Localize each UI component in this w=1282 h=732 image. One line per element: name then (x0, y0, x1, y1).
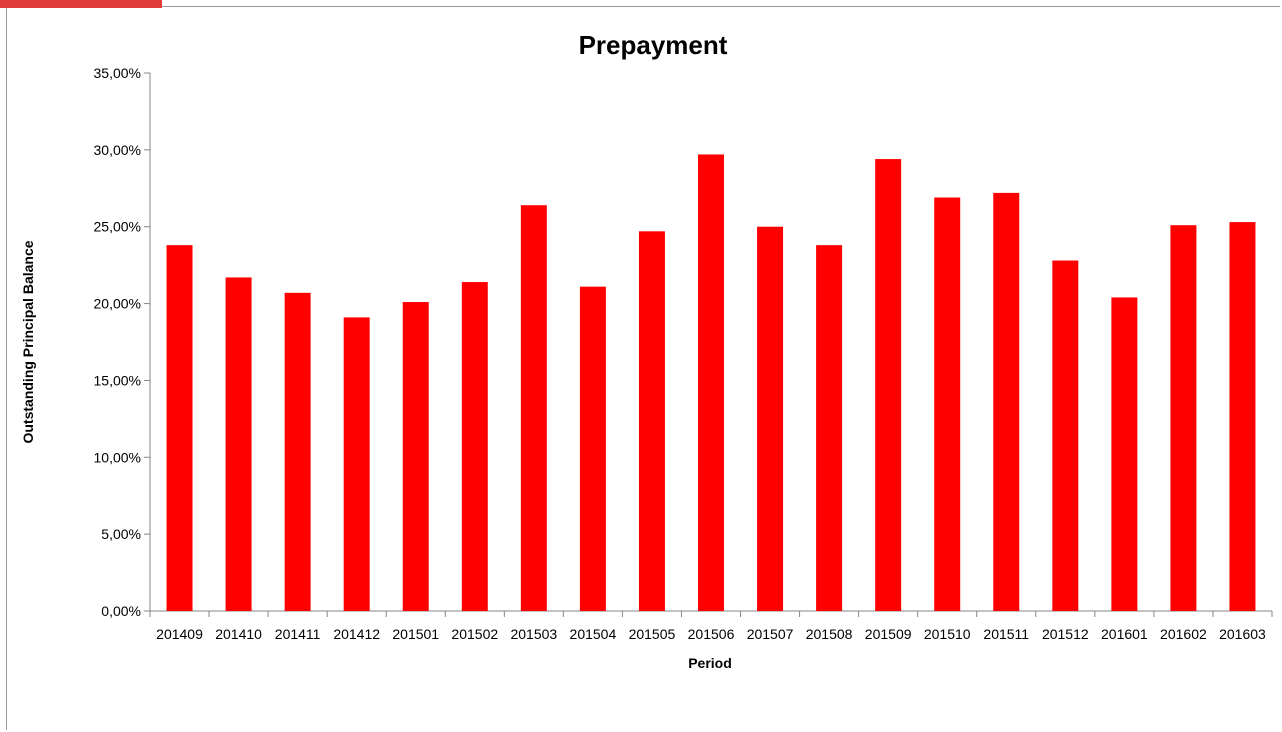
x-tick-label: 201503 (510, 626, 557, 642)
y-tick-label: 15,00% (94, 372, 141, 388)
bar (284, 292, 311, 611)
bar (461, 282, 488, 611)
x-tick-label: 201411 (275, 626, 321, 642)
x-tick-label: 201410 (215, 626, 262, 642)
x-axis: 201409 201410 201411 201412 201501 201502 2015… (149, 610, 1273, 642)
y-tick-label: 5,00% (101, 526, 141, 542)
x-tick-label: 201510 (924, 626, 971, 642)
chart-frame (6, 6, 1280, 730)
bar (757, 226, 784, 611)
bar (520, 205, 547, 612)
bar (579, 286, 606, 611)
bar (402, 302, 429, 611)
y-tick-label: 20,00% (94, 296, 141, 312)
y-tick-label: 10,00% (94, 449, 141, 465)
chart-title: Prepayment (579, 30, 728, 60)
y-axis-title: Outstanding Principal Balance (20, 240, 36, 443)
y-tick-label: 25,00% (94, 219, 141, 235)
bar (934, 197, 961, 611)
x-tick-label: 201511 (983, 626, 1029, 642)
bar (343, 317, 370, 611)
bar (166, 245, 193, 611)
y-axis: 0,00% 5,00% 10,00% 15,00% 20,00% 25,00% 30,00%… (94, 65, 151, 619)
x-tick-label: 201506 (688, 626, 735, 642)
y-tick-label: 0,00% (101, 603, 141, 619)
x-tick-label: 201601 (1101, 626, 1148, 642)
x-tick-label: 201409 (156, 626, 203, 642)
x-tick-label: 201502 (451, 626, 498, 642)
x-tick-label: 201505 (629, 626, 676, 642)
x-tick-label: 201501 (392, 626, 439, 642)
x-tick-label: 201508 (806, 626, 853, 642)
bar (698, 154, 724, 611)
bar (875, 159, 902, 611)
bar (1052, 260, 1079, 611)
y-tick-label: 30,00% (94, 142, 141, 158)
bar (225, 277, 252, 611)
bar (816, 245, 843, 611)
x-tick-label: 201504 (570, 626, 617, 642)
x-tick-label: 201603 (1219, 626, 1266, 642)
x-tick-label: 201512 (1042, 626, 1089, 642)
y-tick-label: 35,00% (94, 65, 141, 81)
bar (1170, 225, 1197, 612)
bar-series (166, 154, 1256, 612)
bar (993, 192, 1020, 611)
bar (1111, 297, 1138, 611)
accent-tab (0, 0, 162, 8)
x-tick-label: 201412 (333, 626, 380, 642)
x-tick-label: 201509 (865, 626, 912, 642)
x-tick-label: 201602 (1160, 626, 1207, 642)
x-tick-label: 201507 (747, 626, 794, 642)
bar (1229, 222, 1256, 612)
x-axis-title: Period (688, 655, 732, 671)
bar (638, 231, 665, 611)
